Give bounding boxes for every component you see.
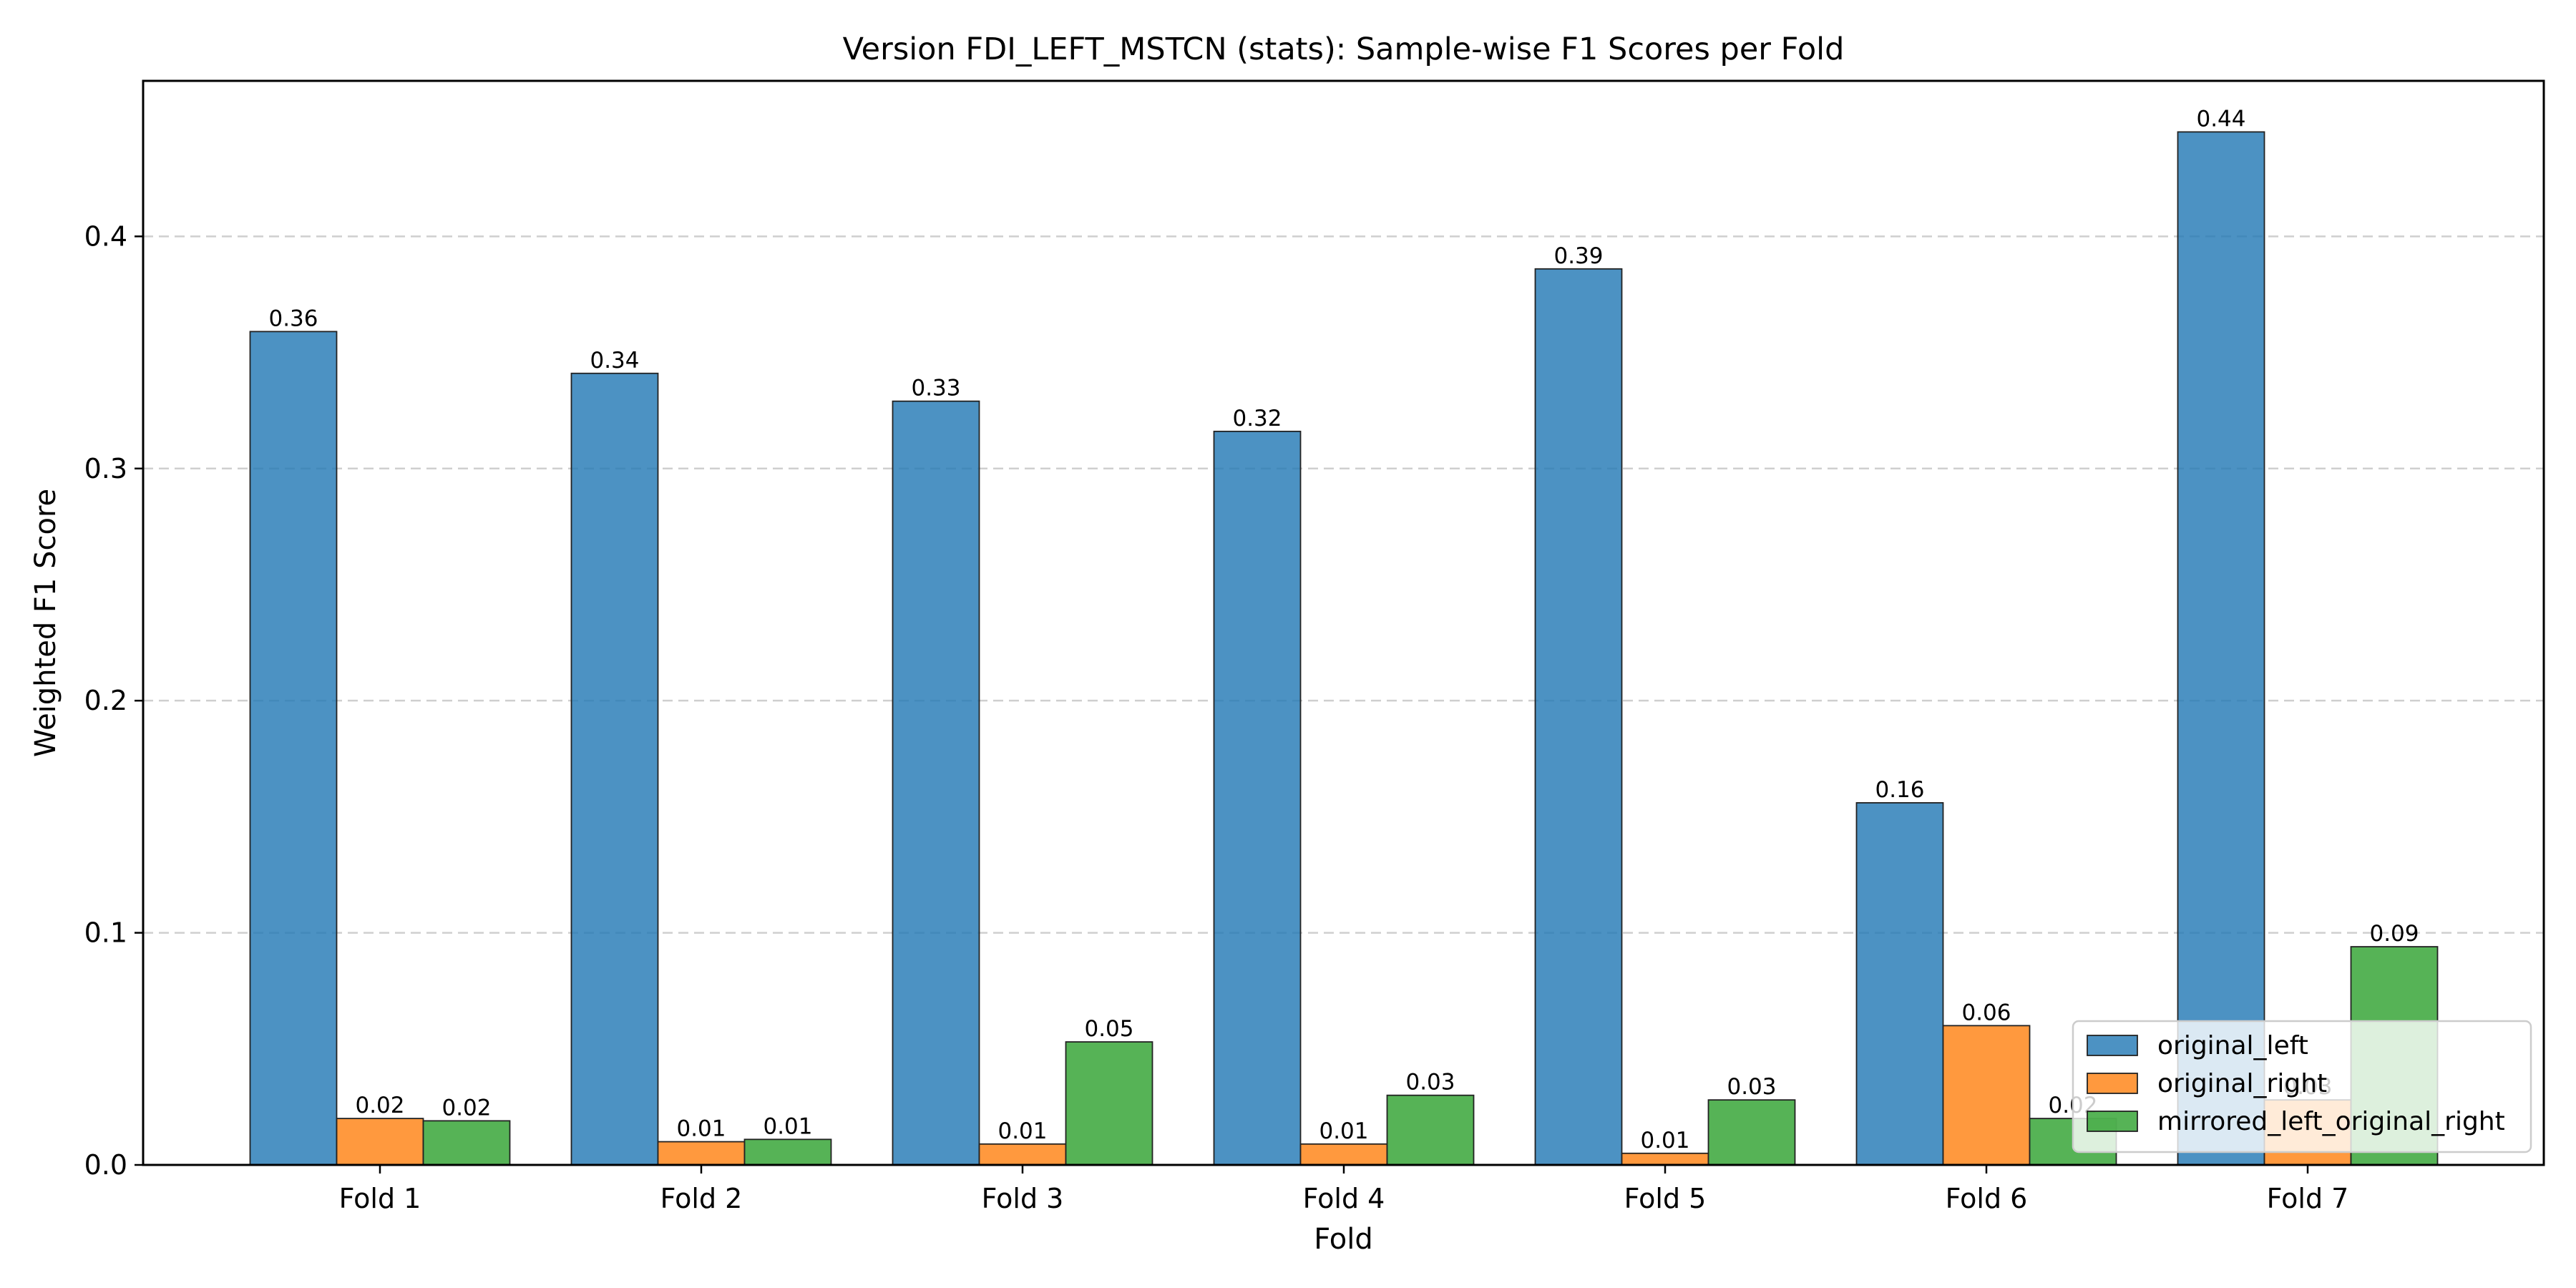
data-label: 0.34	[590, 348, 639, 374]
y-tick-label: 0.4	[84, 220, 127, 252]
data-label: 0.06	[1961, 1000, 2011, 1025]
data-label: 0.01	[763, 1113, 812, 1139]
data-label: 0.01	[1640, 1128, 1689, 1153]
bar-original_right-5	[1621, 1152, 1709, 1166]
bar-original_left-7	[2177, 131, 2265, 1166]
axes: 0.0 0.1 0.2 0.3 0.4 Fold 1 Fold 2 Fold 3 Fold 4 F…	[84, 220, 2349, 1214]
bar-original_right-1	[336, 1118, 424, 1166]
bar-original_right-6	[1942, 1025, 2031, 1166]
data-label: 0.02	[355, 1093, 404, 1118]
data-label: 0.03	[1405, 1070, 1455, 1096]
data-label: 0.32	[1232, 406, 1282, 431]
bar-mirrored_left_original_right-2	[743, 1138, 832, 1166]
bar-mirrored_left_original_right-5	[1707, 1099, 1796, 1166]
legend-label-original_right: original_right	[2157, 1069, 2327, 1098]
legend-box	[2072, 1020, 2532, 1153]
x-tick-label: Fold 2	[660, 1183, 743, 1214]
legend-swatch-original_right	[2087, 1073, 2138, 1094]
legend-label-original_left: original_left	[2157, 1031, 2308, 1060]
data-label: 0.09	[2369, 921, 2419, 947]
x-axis-label: Fold	[1314, 1223, 1373, 1256]
bar-mirrored_left_original_right-1	[422, 1120, 511, 1166]
data-label: 0.01	[997, 1118, 1047, 1144]
bar-original_left-5	[1534, 268, 1623, 1166]
bar-mirrored_left_original_right-4	[1386, 1094, 1475, 1166]
y-tick-label: 0.1	[84, 917, 127, 949]
y-axis-label: Weighted F1 Score	[29, 489, 62, 757]
x-tick-label: Fold 6	[1946, 1183, 2028, 1214]
data-label: 0.03	[1727, 1074, 1776, 1100]
bars	[249, 131, 2439, 1166]
y-tick-label: 0.0	[84, 1149, 127, 1181]
bar-original_left-2	[570, 372, 659, 1166]
legend-swatch-original_left	[2087, 1035, 2138, 1056]
bar-original_right-4	[1299, 1143, 1388, 1166]
bar-original_left-4	[1213, 430, 1302, 1166]
data-labels: 0.36 0.34 0.33 0.32 0.39 0.16 0.44 0.02 0.01 0.01…	[268, 106, 2419, 1153]
x-tick-label: Fold 1	[339, 1183, 421, 1214]
x-tick-label: Fold 3	[982, 1183, 1064, 1214]
data-label: 0.02	[441, 1095, 491, 1121]
data-label: 0.36	[268, 306, 318, 331]
chart-title: Version FDI_LEFT_MSTCN (stats): Sample-w…	[843, 31, 1845, 67]
data-label: 0.01	[1319, 1118, 1368, 1144]
bar-original_left-3	[892, 400, 980, 1166]
x-tick-label: Fold 7	[2267, 1183, 2349, 1214]
legend: original_left original_right mirrored_left…	[2072, 1020, 2532, 1153]
y-tick-label: 0.2	[84, 685, 127, 716]
data-label: 0.16	[1875, 777, 1924, 803]
data-label: 0.05	[1084, 1016, 1133, 1042]
data-label: 0.44	[2196, 106, 2245, 132]
bar-original_left-6	[1855, 802, 1944, 1166]
data-label: 0.33	[911, 376, 960, 401]
x-tick-label: Fold 5	[1624, 1183, 1707, 1214]
legend-label-mirrored_left_original_right: mirrored_left_original_right	[2157, 1107, 2505, 1136]
bar-mirrored_left_original_right-3	[1065, 1041, 1153, 1166]
legend-swatch-mirrored_left_original_right	[2087, 1111, 2138, 1132]
y-tick-label: 0.3	[84, 453, 127, 484]
bar-original_right-3	[978, 1143, 1067, 1166]
x-tick-label: Fold 4	[1303, 1183, 1385, 1214]
bar-original_right-2	[657, 1141, 746, 1166]
bar-original_left-1	[249, 331, 338, 1166]
grid-lines	[143, 235, 2544, 934]
data-label: 0.01	[676, 1116, 726, 1142]
data-label: 0.39	[1553, 243, 1603, 269]
